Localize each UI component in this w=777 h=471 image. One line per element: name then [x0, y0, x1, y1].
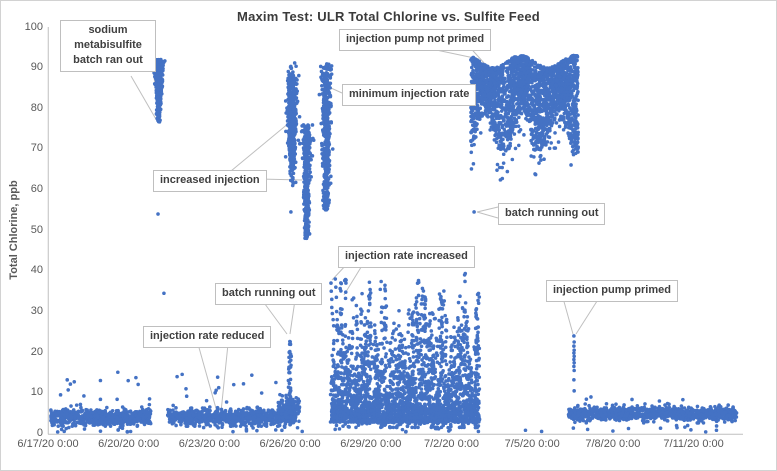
x-tick-label: 6/20/20 0:00: [98, 438, 160, 450]
y-tick-label: 10: [30, 386, 43, 399]
x-tick-label: 7/2/20 0:00: [423, 438, 480, 450]
x-tick-label: 6/29/20 0:00: [340, 438, 402, 450]
annotation-callout[interactable]: injection rate reduced: [143, 326, 272, 348]
annotation-callout[interactable]: injection pump primed: [546, 280, 678, 302]
y-tick-label: 30: [30, 305, 43, 318]
annotation-callout[interactable]: batch running out: [215, 283, 323, 305]
y-tick-label: 50: [30, 223, 43, 236]
chart-title[interactable]: Maxim Test: ULR Total Chlorine vs. Sulfi…: [237, 9, 540, 24]
y-tick-label: 70: [30, 142, 43, 155]
x-tick-label: 7/11/20 0:00: [663, 438, 724, 450]
annotation-callout[interactable]: batch running out: [498, 203, 606, 225]
y-tick-label: 20: [30, 345, 43, 358]
y-tick-label: 100: [24, 20, 43, 33]
annotation-callout[interactable]: sodium metabisulfite batch ran out: [60, 20, 156, 72]
y-tick-label: 90: [30, 61, 43, 74]
y-tick-label: 0: [36, 427, 43, 439]
x-tick-label: 6/26/20 0:00: [259, 438, 321, 450]
x-tick-label: 6/17/20 0:00: [17, 438, 79, 450]
y-tick-label: 60: [30, 183, 43, 196]
x-tick-label: 7/5/20 0:00: [504, 438, 560, 450]
x-tick-label: 6/23/20 0:00: [178, 438, 240, 450]
y-tick-label: 80: [30, 101, 43, 114]
annotation-callout[interactable]: increased injection: [153, 170, 267, 192]
annotation-callout[interactable]: injection pump not primed: [339, 29, 492, 51]
x-tick-label: 7/8/20 0:00: [585, 438, 641, 450]
y-tick-label: 40: [30, 264, 43, 277]
annotation-callout[interactable]: injection rate increased: [338, 246, 475, 268]
annotation-callout[interactable]: minimum injection rate: [342, 84, 477, 106]
